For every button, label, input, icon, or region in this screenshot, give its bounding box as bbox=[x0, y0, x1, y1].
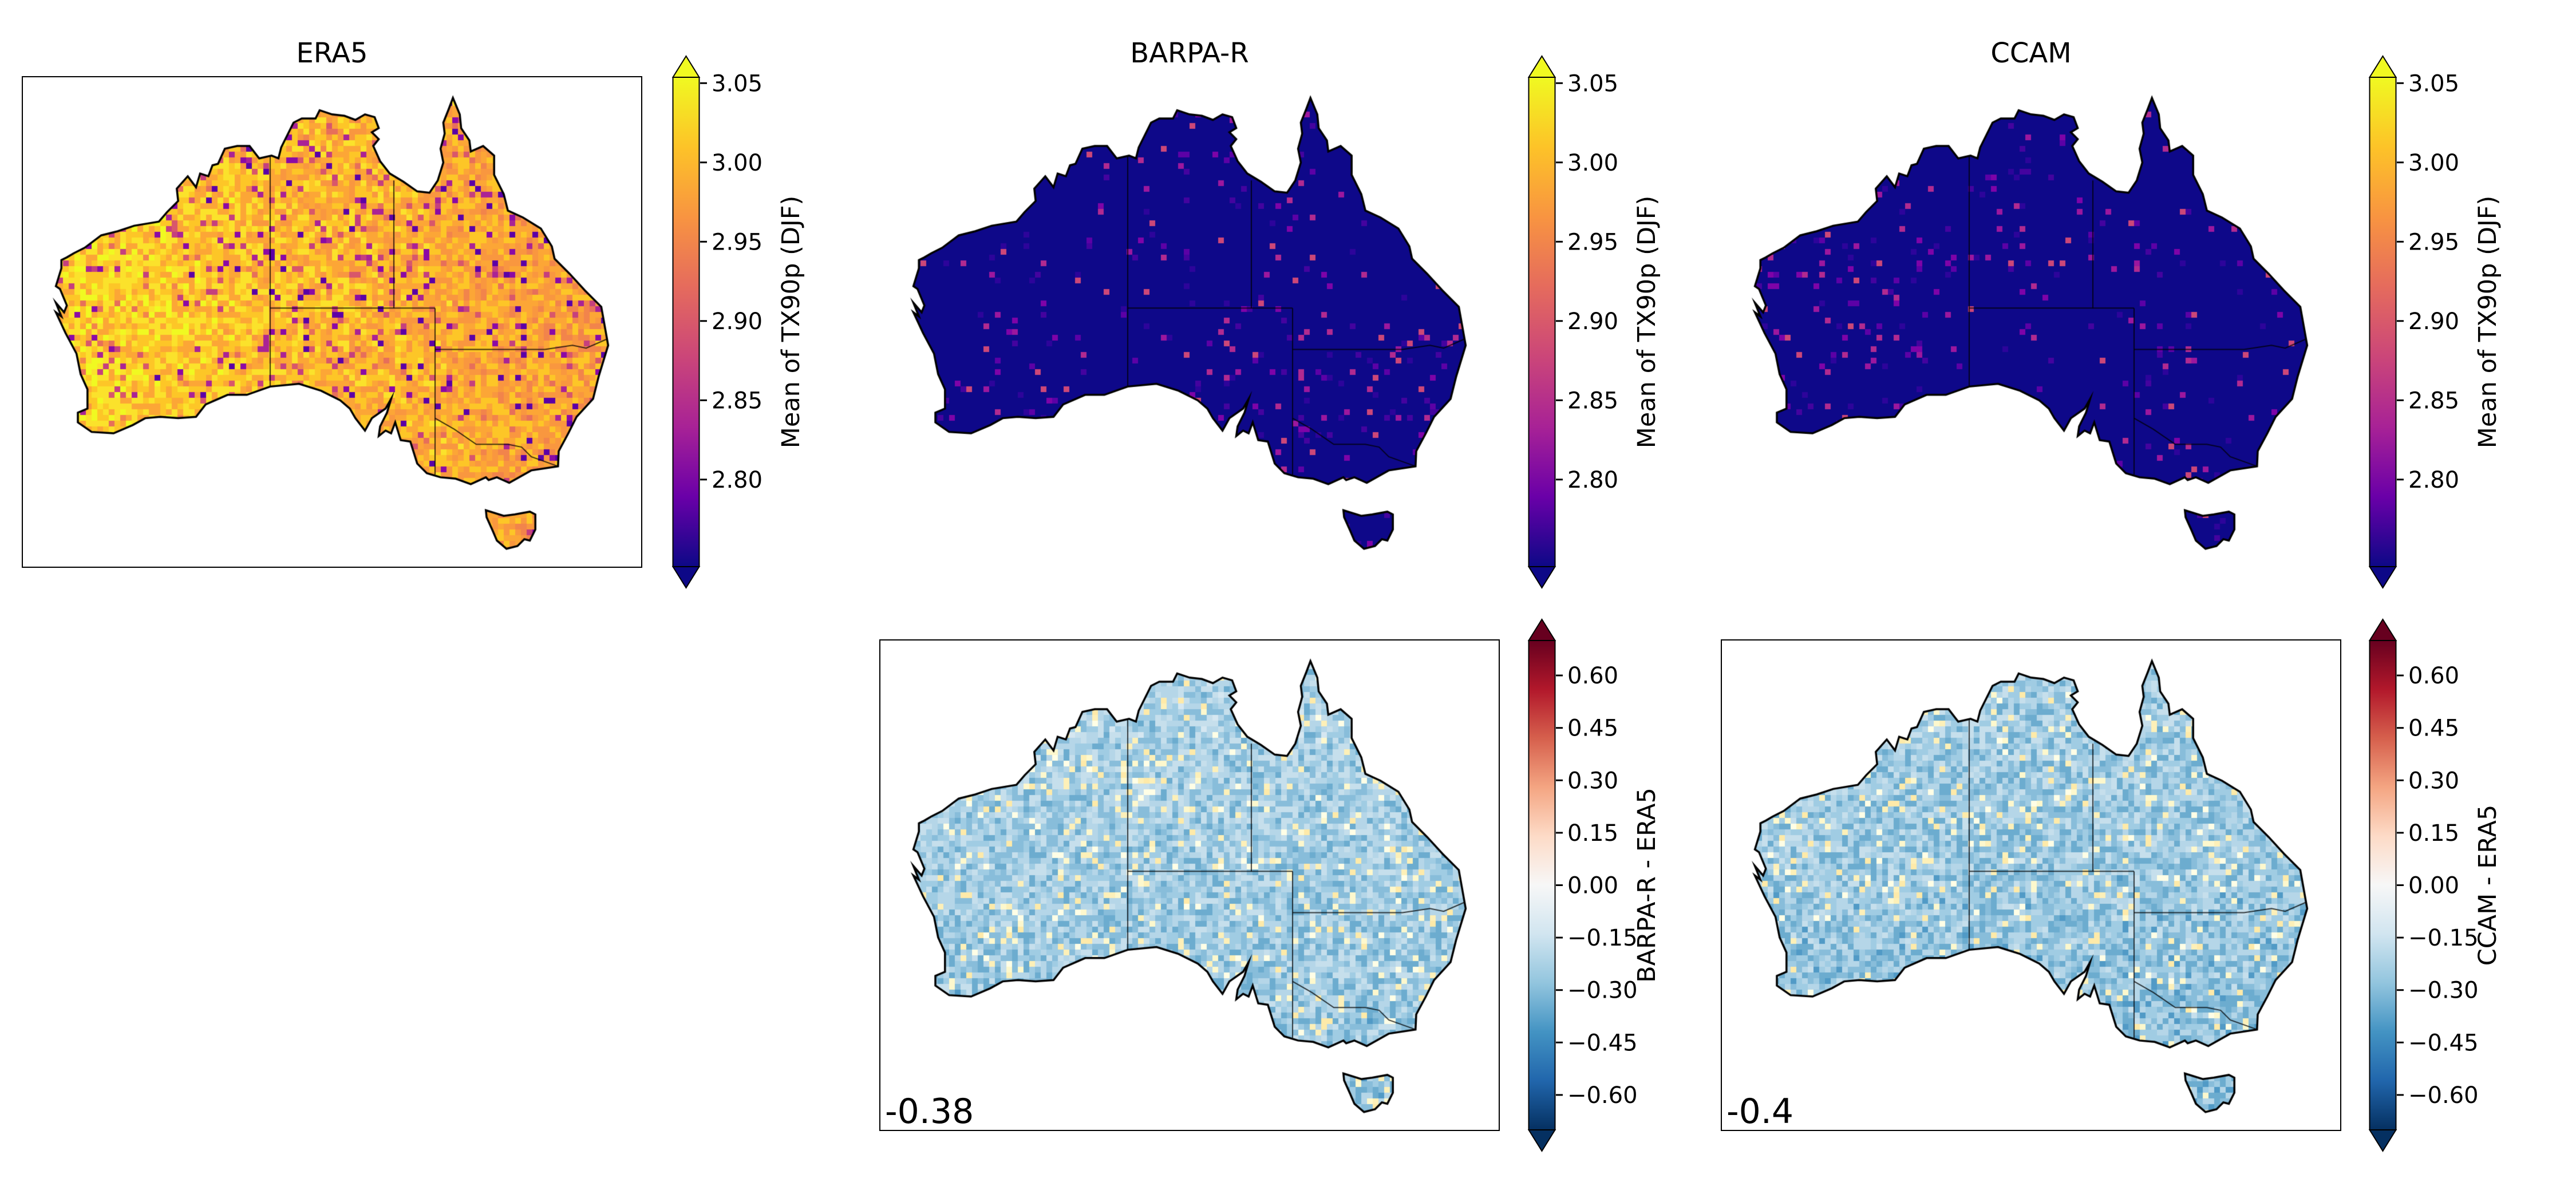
colorbar-tick-label: 2.95 bbox=[2408, 229, 2459, 255]
colorbar-extend-max-arrow bbox=[2368, 55, 2397, 78]
barpa-map-canvas bbox=[880, 77, 1499, 567]
colorbar-axis-label: Mean of TX90p (DJF) bbox=[1633, 196, 1661, 448]
panel-era5-title: ERA5 bbox=[296, 37, 368, 69]
colorbar-gradient-bar bbox=[2369, 77, 2397, 567]
colorbar-ccam-diff: 0.60 0.45 0.30 0.15 0.00 −0.15 −0.30 −0.45 −0.60… bbox=[2368, 618, 2512, 1153]
colorbar-tick-label: 0.45 bbox=[1567, 715, 1618, 742]
colorbar-era5: 3.05 3.00 2.95 2.90 2.85 2.80 Mean of TX90p (D… bbox=[671, 54, 815, 590]
colorbar-tick-label: −0.60 bbox=[1567, 1082, 1638, 1109]
colorbar-svg-barpa-diff: 0.60 0.45 0.30 0.15 0.00 −0.15 −0.30 −0.45 −0.60… bbox=[1527, 618, 1661, 1152]
barpa-diff-mean-annotation: -0.38 bbox=[885, 1092, 974, 1132]
ccam-diff-map-canvas bbox=[1722, 640, 2340, 1130]
colorbar-tick-label: 2.90 bbox=[1567, 309, 1618, 335]
colorbar-tick-label: 2.85 bbox=[1567, 388, 1618, 414]
colorbar-tick-label: −0.15 bbox=[2408, 925, 2479, 951]
colorbar-tick-label: 3.00 bbox=[712, 150, 762, 176]
colorbar-tick-label: 2.95 bbox=[1567, 229, 1618, 255]
panel-barpa: BARPA-R bbox=[880, 37, 1499, 567]
colorbar-tick-label: 3.00 bbox=[1567, 150, 1618, 176]
colorbar-tick-label: −0.15 bbox=[1567, 925, 1638, 951]
colorbar-tick-label: 0.30 bbox=[2408, 768, 2459, 794]
colorbar-ccam: 3.05 3.00 2.95 2.90 2.85 2.80 Mean of TX90p (D… bbox=[2368, 54, 2512, 590]
barpa-diff-map-canvas bbox=[880, 640, 1499, 1130]
colorbar-tick-label: −0.45 bbox=[1567, 1030, 1638, 1056]
colorbar-axis-label: Mean of TX90p (DJF) bbox=[777, 196, 805, 448]
colorbar-barpa-diff: 0.60 0.45 0.30 0.15 0.00 −0.15 −0.30 −0.45 −0.60… bbox=[1527, 618, 1671, 1153]
colorbar-extend-min-arrow bbox=[671, 566, 701, 589]
colorbar-extend-max-arrow bbox=[1527, 55, 1556, 78]
colorbar-tick-label: −0.30 bbox=[1567, 978, 1638, 1004]
colorbar-tick-label: −0.30 bbox=[2408, 978, 2479, 1004]
colorbar-tick-label: −0.45 bbox=[2408, 1030, 2479, 1056]
colorbar-tick-label: 2.80 bbox=[2408, 467, 2459, 493]
colorbar-tick-label: 0.60 bbox=[2408, 663, 2459, 689]
colorbar-extend-max-arrow bbox=[2368, 618, 2397, 641]
colorbar-tick-label: 0.15 bbox=[1567, 820, 1618, 847]
colorbar-extend-min-arrow bbox=[1527, 566, 1556, 589]
colorbar-svg-barpa: 3.05 3.00 2.95 2.90 2.85 2.80 Mean of TX90p (D… bbox=[1527, 55, 1661, 589]
colorbar-extend-min-arrow bbox=[1527, 1129, 1556, 1152]
colorbar-tick-label: 0.00 bbox=[2408, 873, 2459, 899]
panel-barpa-title: BARPA-R bbox=[1130, 37, 1249, 69]
colorbar-extend-max-arrow bbox=[671, 55, 701, 78]
colorbar-tick-label: 0.00 bbox=[1567, 873, 1618, 899]
ccam-map-canvas bbox=[1722, 77, 2340, 567]
colorbar-gradient-bar bbox=[1528, 77, 1556, 567]
colorbar-axis-label: Mean of TX90p (DJF) bbox=[2474, 196, 2502, 448]
panel-ccam: CCAM bbox=[1722, 37, 2340, 567]
colorbar-tick-label: 2.90 bbox=[712, 309, 762, 335]
colorbar-tick-label: 2.80 bbox=[1567, 467, 1618, 493]
colorbar-extend-min-arrow bbox=[2368, 1129, 2397, 1152]
colorbar-tick-label: 0.60 bbox=[1567, 663, 1618, 689]
colorbar-axis-label: CCAM - ERA5 bbox=[2474, 805, 2502, 966]
colorbar-gradient-bar bbox=[672, 77, 700, 567]
colorbar-tick-label: 0.45 bbox=[2408, 715, 2459, 742]
colorbar-tick-label: 3.00 bbox=[2408, 150, 2459, 176]
panel-barpa-diff: -0.38 bbox=[879, 639, 1500, 1132]
colorbar-extend-max-arrow bbox=[1527, 618, 1556, 641]
era5-map-canvas bbox=[23, 77, 641, 567]
colorbar-tick-label: 3.05 bbox=[1567, 70, 1618, 97]
colorbar-tick-label: 2.85 bbox=[712, 388, 762, 414]
colorbar-tick-label: 0.30 bbox=[1567, 768, 1618, 794]
ccam-diff-mean-annotation: -0.4 bbox=[1726, 1092, 1794, 1132]
panel-ccam-title: CCAM bbox=[1990, 37, 2072, 69]
colorbar-axis-label: BARPA-R - ERA5 bbox=[1633, 788, 1661, 983]
colorbar-tick-label: −0.60 bbox=[2408, 1082, 2479, 1109]
colorbar-gradient-bar bbox=[2369, 640, 2397, 1130]
colorbar-tick-label: 3.05 bbox=[712, 70, 762, 97]
colorbar-tick-label: 2.95 bbox=[712, 229, 762, 255]
colorbar-svg-ccam: 3.05 3.00 2.95 2.90 2.85 2.80 Mean of TX90p (D… bbox=[2368, 55, 2502, 589]
colorbar-svg-era5: 3.05 3.00 2.95 2.90 2.85 2.80 Mean of TX90p (D… bbox=[671, 55, 805, 589]
panel-era5: ERA5 bbox=[22, 37, 642, 568]
panel-ccam-diff: -0.4 bbox=[1721, 639, 2341, 1132]
colorbar-tick-label: 3.05 bbox=[2408, 70, 2459, 97]
colorbar-gradient-bar bbox=[1528, 640, 1556, 1130]
colorbar-tick-label: 2.90 bbox=[2408, 309, 2459, 335]
colorbar-tick-label: 2.85 bbox=[2408, 388, 2459, 414]
colorbar-svg-ccam-diff: 0.60 0.45 0.30 0.15 0.00 −0.15 −0.30 −0.45 −0.60… bbox=[2368, 618, 2502, 1152]
colorbar-tick-label: 0.15 bbox=[2408, 820, 2459, 847]
colorbar-tick-label: 2.80 bbox=[712, 467, 762, 493]
colorbar-extend-min-arrow bbox=[2368, 566, 2397, 589]
colorbar-barpa: 3.05 3.00 2.95 2.90 2.85 2.80 Mean of TX90p (D… bbox=[1527, 54, 1671, 590]
